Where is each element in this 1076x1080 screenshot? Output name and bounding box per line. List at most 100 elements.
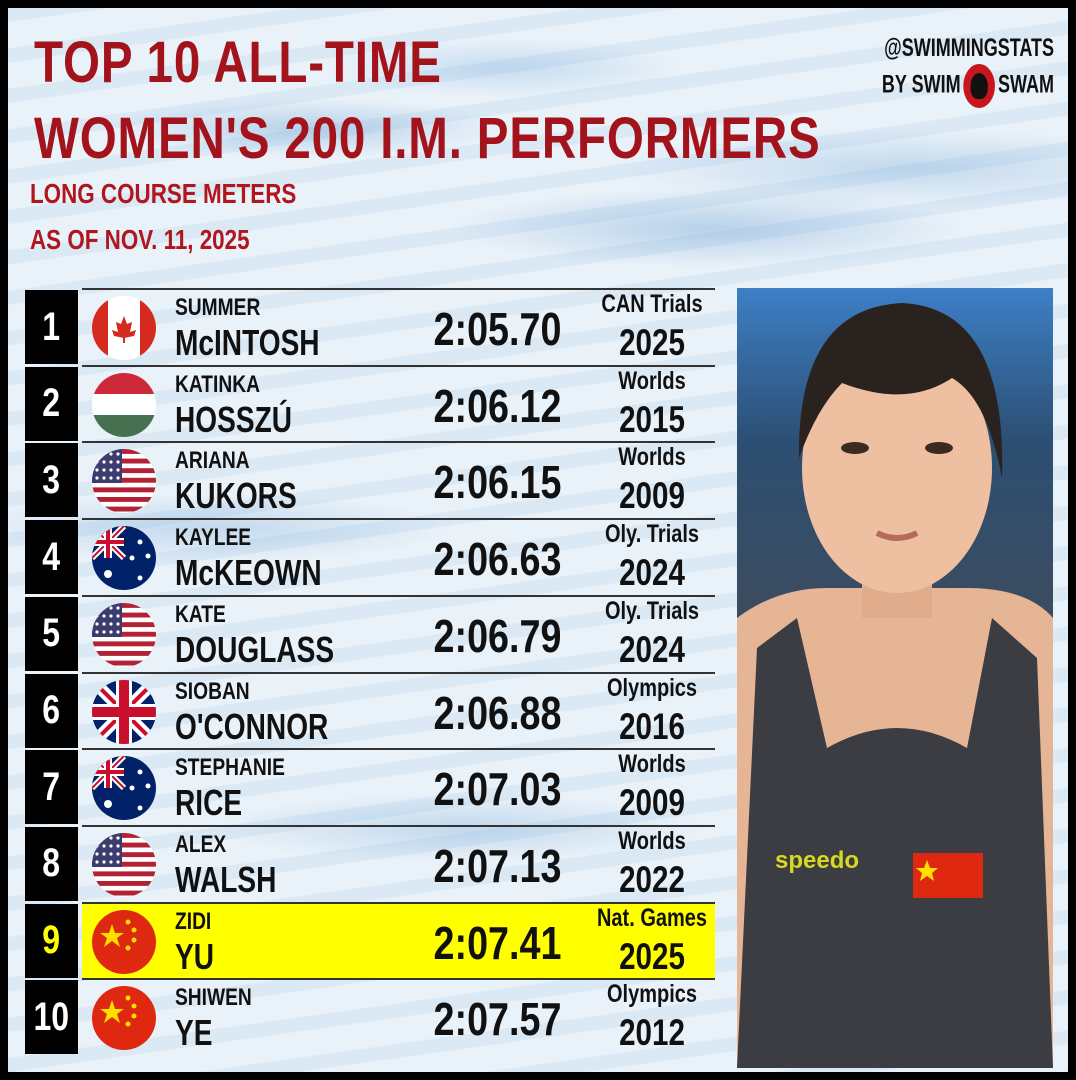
first-name: SIOBAN (175, 677, 250, 705)
australia-flag-icon (92, 756, 156, 821)
time: 2:06.79 (433, 609, 562, 662)
rank-number: 6 (42, 688, 61, 732)
rank-box: 7 (25, 750, 78, 825)
rank-number: 1 (42, 304, 61, 349)
year: 2025 (619, 935, 685, 977)
rank-box: 9 (25, 903, 78, 978)
last-name: HOSSZÚ (175, 398, 293, 440)
meet: Olympics (606, 673, 698, 702)
rank-box: 4 (25, 520, 78, 595)
australia-flag-icon (92, 526, 156, 591)
year: 2022 (619, 858, 685, 900)
table-row: 8 ALEX WALSH 2:07.13 Worlds 2022 (25, 824, 715, 903)
rank-number: 4 (42, 534, 61, 579)
first-name: KAYLEE (175, 524, 252, 552)
row-content: ZIDI YU 2:07.41 Nat. Games 2025 (82, 901, 715, 980)
usa-flag-icon (92, 449, 156, 514)
table-row: 5 KATE DOUGLASS 2:06.79 Oly. Trials 2024 (25, 594, 715, 673)
year: 2024 (619, 552, 685, 594)
time: 2:06.15 (433, 456, 562, 509)
rank-number: 3 (42, 457, 61, 502)
speedo-logo: speedo (775, 847, 859, 874)
time: 2:07.03 (433, 763, 562, 816)
title-line-2: WOMEN'S 200 I.M. PERFORMERS (34, 106, 821, 171)
last-name: WALSH (175, 858, 277, 900)
table-row: 4 KAYLEE McKEOWN 2:06.63 Oly. Trials 202… (25, 518, 715, 596)
rank-box: 1 (25, 290, 78, 364)
rank-number: 7 (42, 764, 61, 809)
meet: Worlds (618, 826, 686, 855)
row-content: ARIANA KUKORS 2:06.15 Worlds 2009 (82, 441, 715, 519)
table-row: 6 SIOBAN O'CONNOR 2:06.88 Olympics 2016 (25, 671, 715, 750)
rank-number: 2 (42, 381, 61, 426)
brand-block: @SWIMMINGSTATS BY SWIM SWAM (882, 32, 1054, 108)
meet: Worlds (618, 750, 686, 779)
last-name: DOUGLASS (175, 628, 335, 670)
row-content: ALEX WALSH 2:07.13 Worlds 2022 (82, 824, 715, 903)
rank-number: 5 (42, 611, 61, 656)
brand-swam: SWAM (997, 70, 1054, 99)
table-row: 10 SHIWEN YE 2:07.57 Olympics 2012 (25, 978, 715, 1056)
first-name: STEPHANIE (175, 754, 285, 782)
subtitle-course: LONG COURSE METERS (30, 178, 297, 209)
athlete-photo: speedo (737, 288, 1053, 1068)
row-content: KATINKA HOSSZÚ 2:06.12 Worlds 2015 (82, 364, 715, 443)
first-name: KATINKA (175, 370, 260, 398)
row-content: SUMMER McINTOSH 2:05.70 CAN Trials 2025 (82, 288, 715, 366)
meet: Worlds (618, 443, 686, 472)
row-content: KAYLEE McKEOWN 2:06.63 Oly. Trials 2024 (82, 518, 715, 596)
meet: CAN Trials (601, 290, 703, 318)
row-content: KATE DOUGLASS 2:06.79 Oly. Trials 2024 (82, 594, 715, 673)
time: 2:07.57 (433, 993, 562, 1046)
last-name: McINTOSH (175, 322, 320, 363)
year: 2012 (619, 1012, 685, 1054)
time: 2:06.63 (433, 533, 562, 586)
hungary-flag-icon (92, 372, 156, 437)
china-flag-icon (92, 986, 156, 1051)
first-name: KATE (175, 600, 226, 628)
time: 2:07.13 (433, 839, 562, 892)
last-name: RICE (175, 782, 243, 824)
row-content: SIOBAN O'CONNOR 2:06.88 Olympics 2016 (82, 671, 715, 750)
table-row: 7 STEPHANIE RICE 2:07.03 Worlds 2009 (25, 748, 715, 825)
last-name: O'CONNOR (175, 705, 329, 747)
canada-flag-icon (92, 296, 156, 360)
subtitle-date: AS OF NOV. 11, 2025 (30, 224, 250, 255)
last-name: KUKORS (175, 475, 297, 517)
rank-box: 2 (25, 366, 78, 441)
time: 2:07.41 (433, 916, 562, 969)
time: 2:06.88 (433, 686, 562, 739)
usa-flag-icon (92, 602, 156, 667)
first-name: SHIWEN (175, 984, 252, 1012)
infographic: TOP 10 ALL-TIME WOMEN'S 200 I.M. PERFORM… (8, 8, 1068, 1072)
title-line-1: TOP 10 ALL-TIME (34, 30, 442, 95)
china-flag-icon (92, 909, 156, 974)
time: 2:05.70 (433, 303, 562, 355)
year: 2024 (619, 628, 685, 670)
brand-handle: @SWIMMINGSTATS (884, 34, 1054, 62)
meet: Worlds (618, 366, 686, 395)
first-name: ZIDI (175, 907, 212, 935)
usa-flag-icon (92, 832, 156, 897)
table-row: 3 ARIANA KUKORS 2:06.15 Worlds 2009 (25, 441, 715, 519)
table-row: 1 SUMMER McINTOSH 2:05.70 CAN Trials 202… (25, 288, 715, 364)
year: 2025 (619, 322, 685, 363)
year: 2009 (619, 782, 685, 824)
last-name: McKEOWN (175, 552, 322, 594)
table-row: 2 KATINKA HOSSZÚ 2:06.12 Worlds 2015 (25, 364, 715, 443)
meet: Nat. Games (596, 903, 708, 932)
meet: Olympics (606, 980, 698, 1009)
time: 2:06.12 (433, 379, 562, 432)
rank-box: 5 (25, 596, 78, 671)
uk-flag-icon (92, 679, 156, 744)
year: 2016 (619, 705, 685, 747)
athlete-illustration: speedo (737, 303, 1053, 1068)
year: 2009 (619, 475, 685, 517)
rank-box: 3 (25, 443, 78, 518)
rank-box: 8 (25, 826, 78, 901)
rank-number: 8 (42, 841, 61, 886)
swimswam-logo-icon (963, 64, 996, 108)
table-row: 9 ZIDI YU 2:07.41 Nat. Games 2025 (25, 901, 715, 980)
first-name: SUMMER (175, 294, 261, 321)
row-content: SHIWEN YE 2:07.57 Olympics 2012 (82, 978, 715, 1056)
